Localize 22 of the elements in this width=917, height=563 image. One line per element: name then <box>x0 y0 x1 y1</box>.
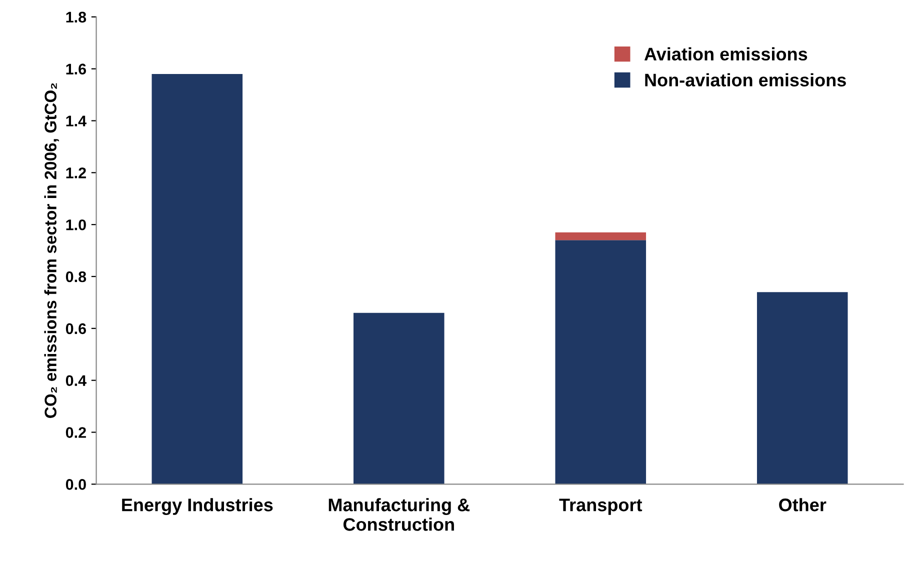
bar <box>555 232 646 240</box>
y-tick-label: 0.4 <box>66 375 86 386</box>
bar <box>152 74 243 484</box>
y-tick-label: 0.8 <box>66 271 86 282</box>
y-tick-label: 1.0 <box>66 219 86 230</box>
y-tick-label: 0.2 <box>66 427 86 438</box>
bar <box>555 240 646 484</box>
x-tick-label: Transport <box>559 498 642 515</box>
y-tick-label: 1.6 <box>66 64 86 74</box>
y-tick-label: 0.6 <box>66 323 86 334</box>
y-axis-title: CO₂ emissions from sector in 2006, GtCO₂ <box>44 83 59 418</box>
y-tick-label: 1.2 <box>66 168 86 178</box>
y-tick-label: 1.4 <box>66 116 86 126</box>
legend-label: Aviation emissions <box>644 47 808 61</box>
y-tick-label: 0.0 <box>66 479 86 490</box>
x-tick-label: Energy Industries <box>122 498 273 515</box>
bar <box>354 312 444 484</box>
legend-label: Non-aviation emissions <box>645 73 846 86</box>
x-tick-label: Manufacturing & Construction <box>328 498 470 531</box>
bar <box>756 292 848 484</box>
y-tick-label: 1.8 <box>66 12 86 23</box>
x-tick-label: Other <box>779 498 826 512</box>
